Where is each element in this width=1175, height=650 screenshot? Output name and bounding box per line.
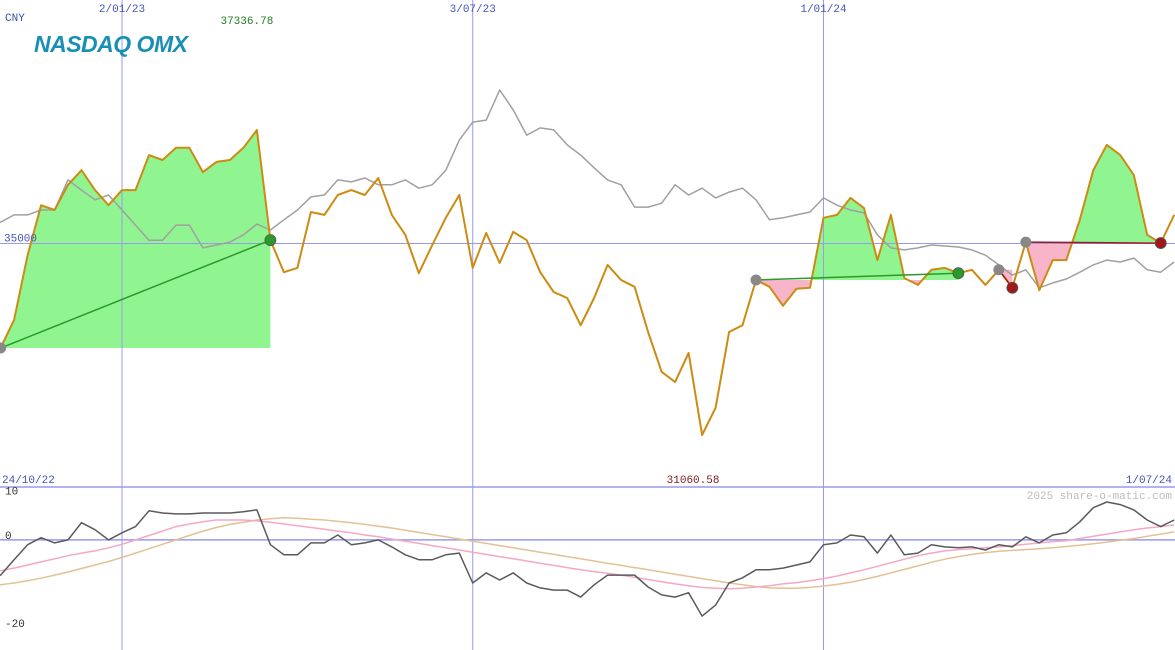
max-label: 37336.78 (220, 16, 273, 28)
exit-marker (952, 267, 965, 280)
exit-marker (1006, 281, 1019, 294)
x-tick-label: 1/07/24 (1126, 475, 1173, 487)
marker-layer (0, 234, 1167, 354)
x-tick-label: 2/01/23 (99, 4, 145, 16)
y-tick-label: 35000 (4, 233, 37, 245)
exit-marker (264, 234, 277, 247)
series-line (0, 89, 1175, 289)
y-tick-label: -20 (5, 619, 25, 631)
signal-line (756, 272, 959, 281)
entry-marker (1020, 236, 1032, 248)
line-layer (0, 89, 1175, 617)
x-tick-label: 24/10/22 (2, 475, 55, 487)
gain-area (756, 197, 959, 280)
series-line (0, 501, 1175, 617)
loss-area (1025, 242, 1161, 291)
y-tick-label: 10 (5, 487, 18, 499)
series-line (0, 517, 1175, 590)
x-tick-label: 1/01/24 (800, 4, 847, 16)
min-label: 31060.58 (667, 475, 720, 487)
logo: NASDAQ OMX (34, 31, 190, 57)
text-layer: CNY NASDAQ OMX 2025 share-o-matic.com 24… (2, 4, 1172, 631)
fill-layer (0, 130, 1161, 349)
signal-line (0, 239, 271, 349)
gain-area (1025, 144, 1161, 243)
entry-marker (0, 342, 7, 354)
entry-marker (750, 274, 762, 286)
series-line (0, 129, 1175, 436)
y-tick-label: 0 (5, 531, 12, 543)
x-tick-label: 3/07/23 (450, 4, 496, 16)
loss-area (756, 280, 959, 306)
entry-marker (993, 264, 1005, 276)
signal-line (1025, 241, 1161, 244)
gain-area (0, 130, 271, 349)
watermark: 2025 share-o-matic.com (1027, 491, 1173, 503)
exit-marker (1154, 237, 1167, 249)
currency: CNY (5, 13, 25, 25)
